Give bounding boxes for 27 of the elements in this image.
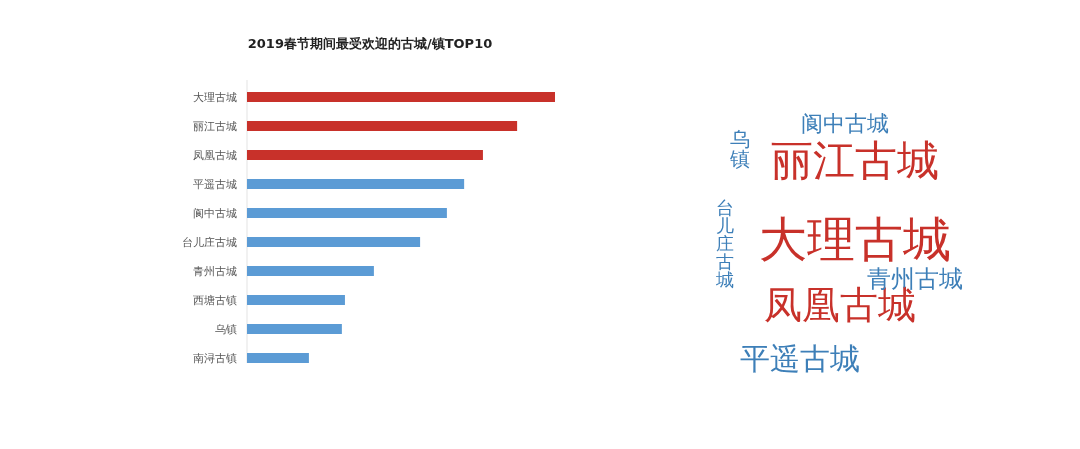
bar bbox=[247, 150, 483, 160]
text: 阆中古城 bbox=[801, 111, 889, 136]
bar bbox=[247, 266, 374, 276]
bar bbox=[247, 324, 342, 334]
y-tick-label: 丽江古城 bbox=[193, 120, 237, 133]
bar bbox=[247, 92, 555, 102]
y-tick-label: 西塘古镇 bbox=[193, 294, 237, 307]
bar bbox=[247, 179, 465, 189]
text: 平遥古城 bbox=[740, 340, 860, 376]
y-tick-label: 平遥古城 bbox=[193, 178, 237, 191]
text: 台儿庄古城 bbox=[715, 197, 734, 290]
text: 丽江古城 bbox=[771, 135, 939, 185]
y-tick-label: 台儿庄古城 bbox=[182, 236, 237, 249]
y-tick-label: 青州古城 bbox=[193, 265, 237, 278]
y-tick-label: 凤凰古城 bbox=[193, 149, 237, 162]
bar bbox=[247, 208, 447, 218]
bar bbox=[247, 353, 309, 363]
bar bbox=[247, 237, 421, 247]
y-tick-label: 乌镇 bbox=[215, 323, 237, 336]
text: 乌镇 bbox=[729, 126, 750, 171]
text: 大理古城 bbox=[759, 211, 951, 267]
y-tick-label: 阆中古城 bbox=[193, 207, 237, 220]
bar bbox=[247, 295, 345, 305]
bar bbox=[247, 121, 518, 131]
chart-title: 2019春节期间最受欢迎的古城/镇TOP10 bbox=[247, 36, 493, 51]
y-tick-label: 南浔古镇 bbox=[193, 352, 237, 365]
y-tick-label: 大理古城 bbox=[193, 91, 237, 104]
